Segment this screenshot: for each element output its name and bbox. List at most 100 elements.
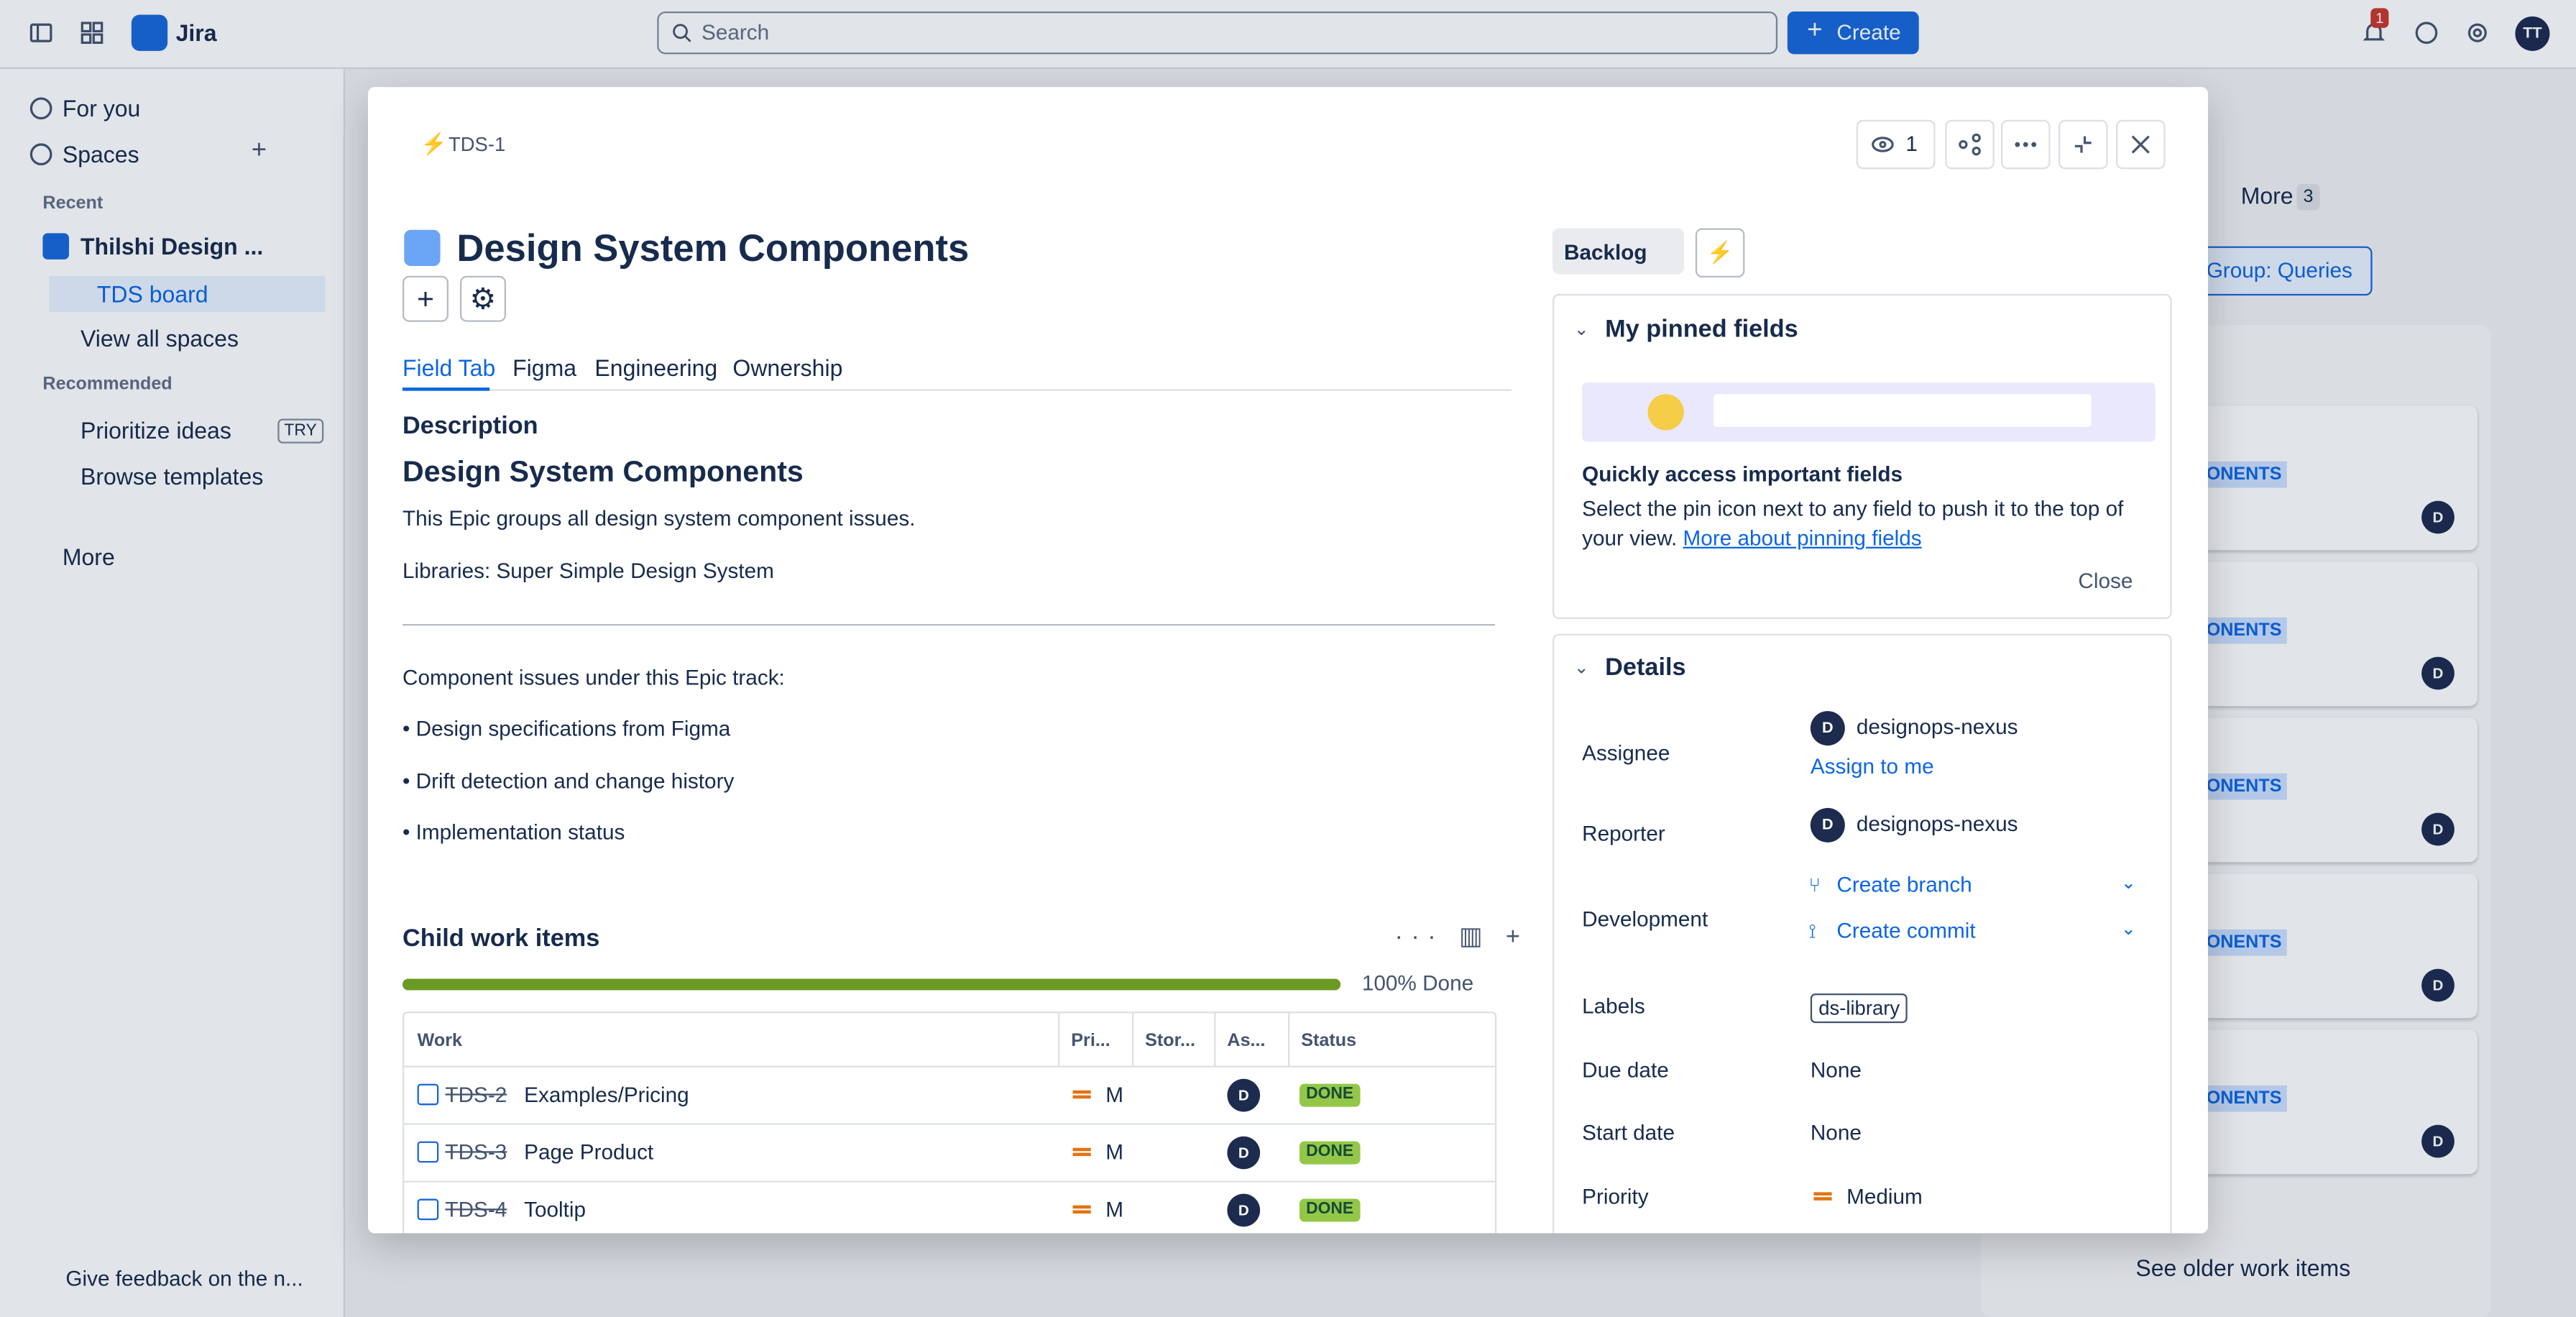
child-key[interactable]: TDS-3 — [445, 1139, 507, 1165]
column-header[interactable]: Pri... — [1071, 1031, 1110, 1051]
column-rule — [1057, 1013, 1060, 1066]
row-rule — [404, 1123, 1495, 1125]
column-header[interactable]: Work — [417, 1031, 462, 1051]
search-box[interactable]: Search — [657, 11, 1778, 55]
create-button[interactable]: Create + — [1787, 11, 1919, 55]
tab-count: 3 — [2296, 183, 2320, 211]
close-link[interactable]: Close — [2078, 568, 2133, 593]
watch-button[interactable]: 1 — [1856, 119, 1936, 170]
recommended-item[interactable]: Prioritize ideas — [80, 417, 231, 444]
child-summary[interactable]: Tooltip — [524, 1197, 586, 1222]
child-summary[interactable]: Examples/Pricing — [524, 1082, 689, 1107]
sidebar: For you Spaces + Recent Thilshi Design ... TD… — [0, 68, 345, 1317]
child-summary[interactable]: Page Product — [524, 1139, 654, 1165]
section-heading: Recent — [42, 193, 104, 214]
card-label: ONENTS — [2201, 617, 2287, 644]
field-label: Reporter — [1582, 821, 1665, 846]
bullet: • Implementation status — [402, 819, 625, 845]
pin-circle — [1647, 394, 1684, 431]
field-value[interactable]: designops-nexus — [1856, 714, 2018, 739]
see-older[interactable]: See older work items — [2135, 1254, 2351, 1281]
child-actions[interactable]: ··· ▥ + — [1394, 922, 1529, 951]
tab[interactable]: Field Tab — [402, 354, 496, 381]
assign-link[interactable]: Assign to me — [1810, 753, 1934, 779]
dev-chevron: ⌄ — [2120, 919, 2136, 940]
create-label: Create — [1836, 19, 1901, 45]
top-bar: Jira Search Create +1 TT — [0, 0, 2576, 69]
divider — [402, 624, 1495, 626]
group-button[interactable]: Group: Queries — [2188, 246, 2373, 296]
collapse-button[interactable] — [2058, 119, 2108, 170]
task-icon — [417, 1083, 439, 1106]
field-value[interactable]: None — [1810, 1119, 1862, 1145]
recommended-item[interactable]: Browse templates — [80, 463, 264, 490]
status-lozenge[interactable]: DONE — [1299, 1198, 1361, 1222]
apps-icon — [79, 19, 106, 46]
tab[interactable]: Engineering — [594, 354, 718, 381]
tab[interactable]: More — [2240, 182, 2294, 209]
status-lozenge[interactable]: DONE — [1299, 1083, 1361, 1107]
card-label: ONENTS — [2201, 1085, 2287, 1112]
share-button[interactable] — [1945, 119, 1995, 170]
icon — [2070, 132, 2097, 158]
child-key[interactable]: TDS-4 — [445, 1197, 507, 1222]
child-table: Work Pri... Stor... As... Status TDS-2 Example… — [402, 1011, 1497, 1234]
automation-button[interactable]: ⚡ — [1695, 228, 1745, 278]
priority-icon — [1072, 1205, 1091, 1214]
status-lozenge[interactable]: DONE — [1299, 1141, 1361, 1165]
column-header[interactable]: Stor... — [1145, 1031, 1195, 1051]
group-label: Group: Queries — [2206, 257, 2352, 283]
field-label: Assignee — [1582, 740, 1670, 766]
panel-title[interactable]: My pinned fields — [1605, 315, 1798, 344]
card-label: ONENTS — [2201, 929, 2287, 956]
bullet: • Design specifications from Figma — [402, 715, 731, 741]
priority: M — [1105, 1139, 1124, 1165]
space-link[interactable]: Thilshi Design ... — [80, 233, 264, 260]
label-tag[interactable]: ds-library — [1810, 994, 1908, 1024]
board-link[interactable]: TDS board — [96, 280, 208, 308]
status-button[interactable]: Backlog — [1552, 228, 1684, 275]
child-key[interactable]: TDS-2 — [445, 1082, 507, 1107]
dev-link[interactable]: Create branch — [1836, 871, 1972, 897]
progress-label: 100% Done — [1361, 970, 1474, 996]
view-all-spaces[interactable]: View all spaces — [80, 325, 239, 352]
toolbar-button[interactable]: + — [402, 275, 448, 322]
sidebar-toggle — [28, 19, 55, 46]
tab[interactable]: Ownership — [732, 354, 843, 381]
issue-key[interactable]: TDS-1 — [448, 133, 506, 157]
panel-title[interactable]: Details — [1605, 653, 1686, 682]
spaces-icon — [28, 141, 55, 168]
field-label: Due date — [1582, 1057, 1669, 1083]
more-actions-button[interactable] — [2000, 119, 2051, 170]
dev-link[interactable]: Create commit — [1836, 917, 1976, 943]
for-you[interactable]: For you — [62, 95, 141, 122]
eye-icon — [1869, 132, 1896, 158]
toolbar-button[interactable]: ⚙ — [459, 275, 506, 322]
field-value[interactable]: Medium — [1846, 1183, 1923, 1209]
try-badge: TRY — [277, 418, 323, 444]
priority-icon — [1072, 1147, 1091, 1157]
spaces-add: + — [251, 136, 267, 165]
pinned-heading: Quickly access important fields — [1582, 461, 1903, 487]
field-value[interactable]: None — [1810, 1057, 1862, 1083]
jira-logo — [131, 14, 168, 51]
avatar: D — [2421, 500, 2455, 534]
icon — [1956, 132, 1983, 158]
avatar: D — [2421, 968, 2455, 1002]
spaces[interactable]: Spaces — [62, 141, 139, 168]
pinned-link[interactable]: More about pinning fields — [1683, 525, 1922, 551]
field-label: Start date — [1582, 1119, 1675, 1145]
field-value[interactable]: designops-nexus — [1856, 811, 2018, 836]
priority-icon — [1072, 1090, 1091, 1099]
column-header[interactable]: As... — [1227, 1031, 1266, 1051]
tab[interactable]: Figma — [512, 354, 577, 381]
card-label: ONENTS — [2201, 461, 2287, 488]
column-header[interactable]: Status — [1301, 1031, 1357, 1051]
icon — [2128, 132, 2154, 158]
card-label: ONENTS — [2201, 773, 2287, 800]
close-button[interactable] — [2115, 119, 2166, 170]
feedback-link[interactable]: Give feedback on the n... — [65, 1266, 303, 1291]
child-heading: Child work items — [402, 924, 600, 953]
more-link[interactable]: More — [62, 543, 115, 570]
search-icon — [671, 22, 694, 45]
